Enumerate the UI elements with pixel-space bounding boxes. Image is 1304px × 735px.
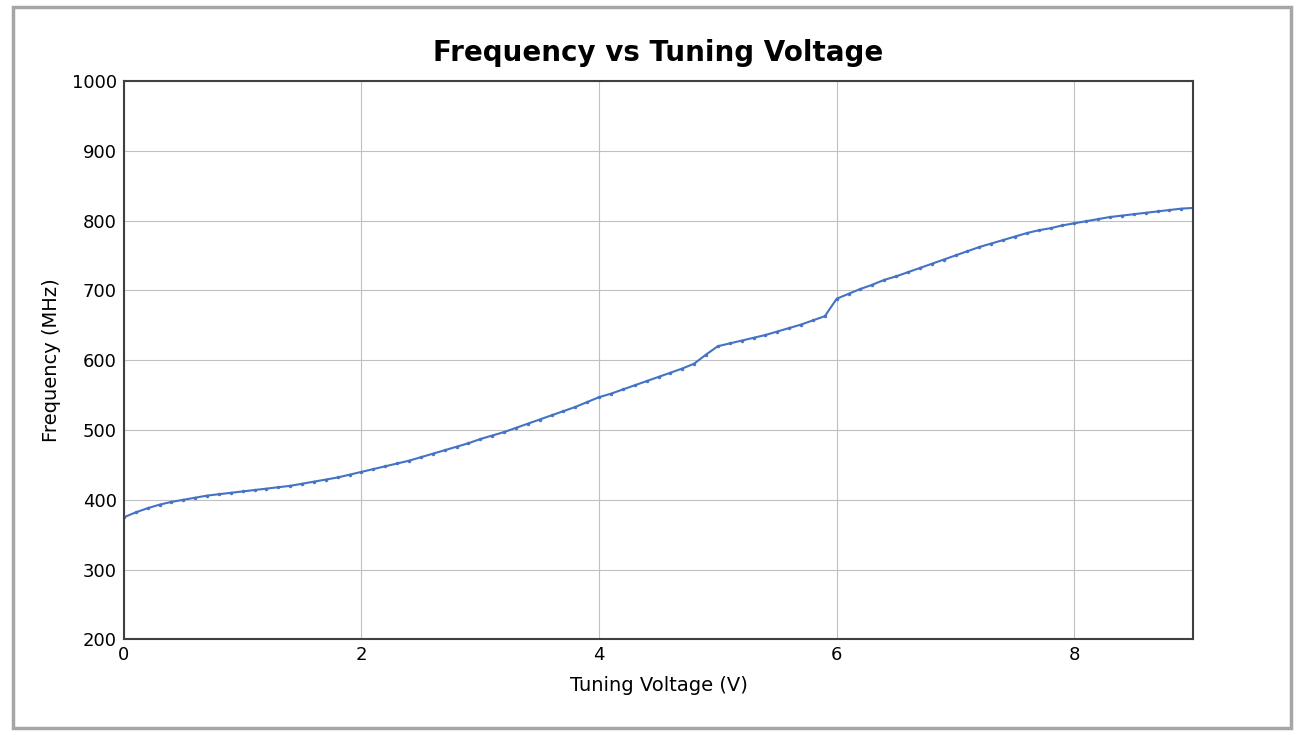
- Y-axis label: Frequency (MHz): Frequency (MHz): [42, 279, 61, 442]
- X-axis label: Tuning Voltage (V): Tuning Voltage (V): [570, 675, 747, 695]
- Title: Frequency vs Tuning Voltage: Frequency vs Tuning Voltage: [433, 40, 884, 68]
